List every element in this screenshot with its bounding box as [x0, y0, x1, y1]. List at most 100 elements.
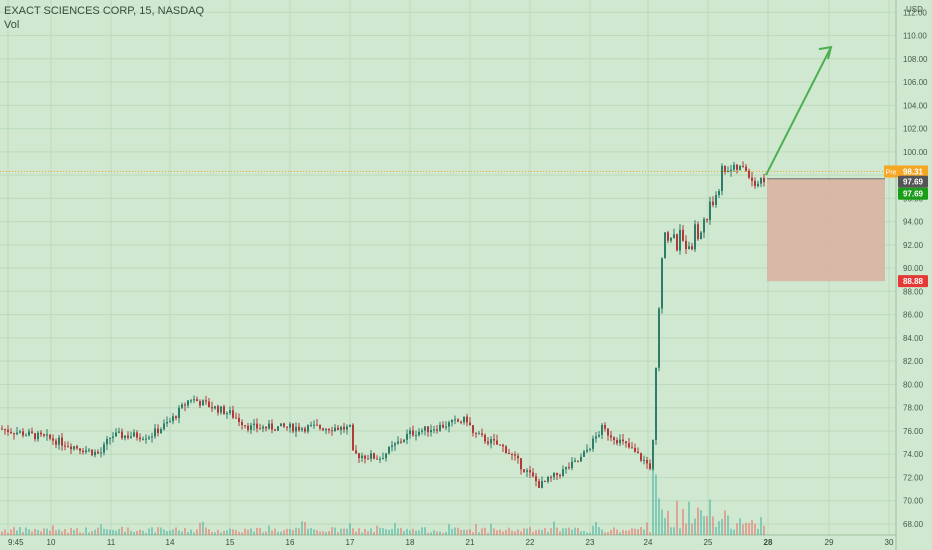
candle-body — [268, 423, 270, 429]
y-tick-label: 92.00 — [903, 241, 924, 250]
volume-bar — [379, 527, 381, 535]
candle-body — [517, 455, 519, 459]
y-tick-label: 70.00 — [903, 497, 924, 506]
candle-body — [97, 451, 99, 454]
y-tick-label: 110.00 — [903, 32, 927, 41]
x-tick-label: 15 — [226, 538, 235, 547]
volume-bar — [301, 521, 303, 535]
candle-body — [613, 437, 615, 441]
candle-body — [40, 432, 42, 435]
candle-body — [616, 440, 618, 444]
volume-bar — [253, 531, 255, 535]
volume-bar — [103, 528, 105, 535]
candle-body — [64, 445, 66, 447]
volume-bar — [532, 532, 534, 535]
volume-bar — [223, 531, 225, 535]
volume-bar — [157, 527, 159, 535]
volume-bar — [367, 531, 369, 535]
volume-bar — [355, 531, 357, 535]
volume-bar — [493, 528, 495, 535]
candle-body — [43, 434, 45, 436]
volume-bar — [94, 529, 96, 535]
candle-body — [505, 446, 507, 453]
projection-arrow-line — [765, 46, 832, 176]
chart-legend: EXACT SCIENCES CORP, 15, NASDAQ Vol — [4, 4, 204, 32]
volume-bar — [31, 531, 33, 535]
candle-body — [532, 472, 534, 477]
volume-bar — [97, 527, 99, 535]
candle-body — [694, 224, 696, 250]
volume-bar — [694, 518, 696, 535]
y-tick-label: 88.00 — [903, 287, 924, 296]
volume-bar — [508, 527, 510, 535]
volume-bar — [124, 531, 126, 535]
volume-indicator-label[interactable]: Vol — [4, 19, 20, 31]
volume-bar — [487, 532, 489, 535]
candle-body — [580, 456, 582, 462]
volume-bar — [196, 529, 198, 535]
candle-body — [283, 423, 285, 427]
volume-bar — [682, 509, 684, 535]
volume-bar — [220, 532, 222, 535]
volume-bar — [4, 529, 6, 535]
candle-body — [745, 166, 747, 171]
candle-body — [529, 470, 531, 473]
candle-body — [136, 432, 138, 438]
volume-bar — [676, 500, 678, 535]
candle-body — [13, 433, 15, 435]
volume-bar — [37, 530, 39, 535]
time-axis[interactable]: 9:45 10 11 14 15 16 17 18 21 22 23 24 25 28 29 30 — [8, 538, 894, 547]
candle-body — [157, 428, 159, 434]
volume-bar — [442, 532, 444, 535]
candle-body — [76, 446, 78, 449]
candle-body — [562, 469, 564, 476]
volume-bar — [664, 517, 666, 535]
volume-bar — [64, 529, 66, 535]
volume-bar — [388, 529, 390, 535]
candle-body — [604, 424, 606, 429]
volume-bar — [670, 527, 672, 535]
volume-bar — [463, 529, 465, 535]
symbol-title[interactable]: EXACT SCIENCES CORP, 15, NASDAQ — [4, 5, 205, 17]
volume-bar — [535, 530, 537, 535]
volume-bar — [310, 528, 312, 535]
candle-body — [721, 165, 723, 192]
volume-bar — [7, 532, 9, 535]
volume-bar — [295, 527, 297, 535]
candle-body — [139, 437, 141, 440]
volume-bar — [307, 528, 309, 535]
volume-bar — [352, 528, 354, 535]
volume-bar — [466, 529, 468, 535]
volume-bar — [154, 532, 156, 535]
volume-bar — [34, 528, 36, 535]
candle-body — [577, 460, 579, 462]
candle-body — [376, 458, 378, 460]
volume-bar — [490, 523, 492, 535]
volume-bar — [613, 527, 615, 535]
candle-body — [202, 400, 204, 406]
candle-body — [115, 432, 117, 437]
candle-body — [643, 460, 645, 462]
volume-bar — [439, 531, 441, 535]
candle-body — [163, 423, 165, 430]
drawing-overlays[interactable] — [0, 45, 896, 282]
candle-body — [343, 426, 345, 430]
volume-bar — [628, 530, 630, 535]
candle-body — [223, 406, 225, 415]
volume-bar — [730, 528, 732, 535]
candle-body — [484, 434, 486, 442]
y-tick-label: 80.00 — [903, 380, 924, 389]
candle-body — [382, 458, 384, 460]
candle-body — [31, 431, 33, 434]
volume-bar — [427, 532, 429, 535]
volume-bar — [655, 474, 657, 535]
candle-body — [478, 433, 480, 435]
grid-lines — [0, 0, 897, 550]
candle-body — [427, 426, 429, 433]
volume-bar — [145, 532, 147, 535]
volume-bar — [631, 528, 633, 535]
candle-body — [91, 449, 93, 456]
volume-bar — [712, 516, 714, 535]
candle-body — [679, 229, 681, 251]
